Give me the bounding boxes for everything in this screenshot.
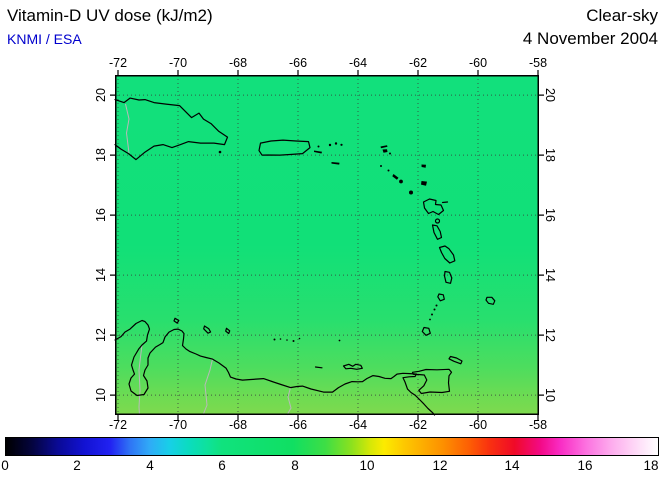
coast-dominica — [431, 224, 443, 240]
colorbar-tick: 0 — [1, 458, 9, 473]
coast-martinique — [438, 245, 456, 264]
map-overlay — [110, 70, 544, 420]
coast-puerto-rico — [258, 139, 311, 156]
map-area — [110, 70, 544, 420]
colorbar-tick: 4 — [146, 458, 154, 473]
lon-tick-bottom: -72 — [108, 418, 128, 432]
coast-trinidad — [411, 368, 453, 395]
lat-tick-right: 18 — [543, 148, 557, 162]
lon-tick-top: -66 — [288, 56, 308, 70]
coast-barbados — [485, 296, 496, 305]
lon-tick-bottom: -62 — [408, 418, 428, 432]
coast-st-vincent — [437, 293, 445, 302]
lat-tick-right: 14 — [543, 268, 557, 282]
colorbar — [5, 437, 659, 456]
colorbar-tick: 16 — [577, 458, 593, 473]
lat-tick-right: 10 — [543, 388, 557, 402]
date-label: 4 November 2004 — [522, 29, 658, 48]
lon-tick-top: -64 — [348, 56, 368, 70]
coast-bonaire — [225, 327, 231, 335]
axis-ticks — [110, 70, 544, 420]
lon-tick-top: -68 — [228, 56, 248, 70]
lat-tick-right: 20 — [543, 88, 557, 102]
coastlines — [114, 97, 496, 416]
border-lines — [125, 103, 292, 416]
coast-tobago — [448, 355, 463, 365]
coast-guadeloupe — [422, 198, 445, 216]
lon-tick-top: -58 — [528, 56, 548, 70]
colorbar-tick: 14 — [504, 458, 520, 473]
coast-curacao — [203, 325, 212, 334]
lat-tick-left: 18 — [94, 148, 108, 162]
lat-tick-right: 16 — [543, 208, 557, 222]
coast-st-lucia — [443, 270, 453, 284]
lon-tick-top: -70 — [168, 56, 188, 70]
coast-marie-galante — [434, 218, 441, 224]
lon-tick-bottom: -64 — [348, 418, 368, 432]
lat-tick-left: 12 — [94, 328, 108, 342]
small-islands — [218, 142, 438, 342]
condition-label: Clear-sky — [586, 6, 658, 25]
plot-title: Vitamin-D UV dose (kJ/m2) — [7, 6, 213, 25]
coast-aruba — [173, 317, 180, 324]
lat-tick-right: 12 — [543, 328, 557, 342]
grid-lines — [115, 75, 539, 415]
lon-tick-top: -60 — [468, 56, 488, 70]
lat-tick-left: 20 — [94, 88, 108, 102]
coast-desirade — [441, 201, 449, 204]
lon-tick-top: -62 — [408, 56, 428, 70]
colorbar-tick: 10 — [359, 458, 375, 473]
colorbar-tick: 6 — [218, 458, 226, 473]
coast-margarita — [342, 363, 363, 370]
lon-tick-bottom: -70 — [168, 418, 188, 432]
lon-tick-top: -72 — [108, 56, 128, 70]
lon-tick-bottom: -58 — [528, 418, 548, 432]
uv-dose-field — [115, 75, 539, 415]
lat-tick-left: 16 — [94, 208, 108, 222]
map-frame — [115, 75, 539, 415]
lat-tick-left: 10 — [94, 388, 108, 402]
coast-la-tortuga — [314, 366, 323, 369]
colorbar-tick: 18 — [643, 458, 659, 473]
lon-tick-bottom: -60 — [468, 418, 488, 432]
coast-south-america — [114, 319, 436, 416]
coast-grenada — [421, 326, 431, 336]
lon-tick-bottom: -66 — [288, 418, 308, 432]
colorbar-tick: 8 — [291, 458, 299, 473]
colorbar-tick: 2 — [73, 458, 81, 473]
lon-tick-bottom: -68 — [228, 418, 248, 432]
coast-hispaniola — [114, 97, 229, 161]
credit-label: KNMI / ESA — [7, 31, 82, 47]
colorbar-tick: 12 — [432, 458, 448, 473]
lat-tick-left: 14 — [94, 268, 108, 282]
